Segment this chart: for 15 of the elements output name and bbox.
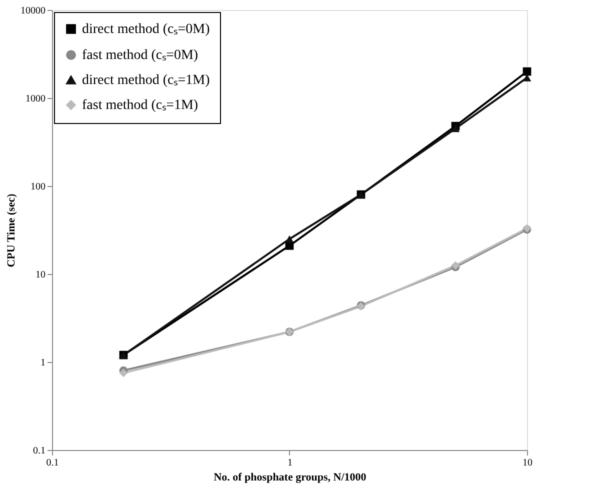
- legend-label: fast method (cₛ=0M): [82, 48, 198, 63]
- y-tick-label: 10000: [20, 6, 46, 16]
- legend-label: direct method (cₛ=0M): [82, 22, 210, 37]
- y-tick-label: 100: [30, 182, 46, 192]
- y-tick-label: 10: [36, 270, 46, 280]
- legend-label: fast method (cₛ=1M): [82, 98, 198, 113]
- y-tick-label: 0.1: [33, 446, 46, 456]
- x-tick-label: 10: [522, 458, 532, 468]
- y-axis-title: CPU Time (sec): [6, 193, 18, 268]
- y-tick-label: 1000: [26, 94, 46, 104]
- x-axis-title: No. of phosphate groups, N/1000: [214, 472, 367, 484]
- x-tick-label: 1: [288, 458, 292, 468]
- y-tick-label: 1: [40, 358, 46, 368]
- legend-label: direct method (cₛ=1M): [82, 73, 210, 88]
- x-tick-label: 0.1: [46, 458, 59, 468]
